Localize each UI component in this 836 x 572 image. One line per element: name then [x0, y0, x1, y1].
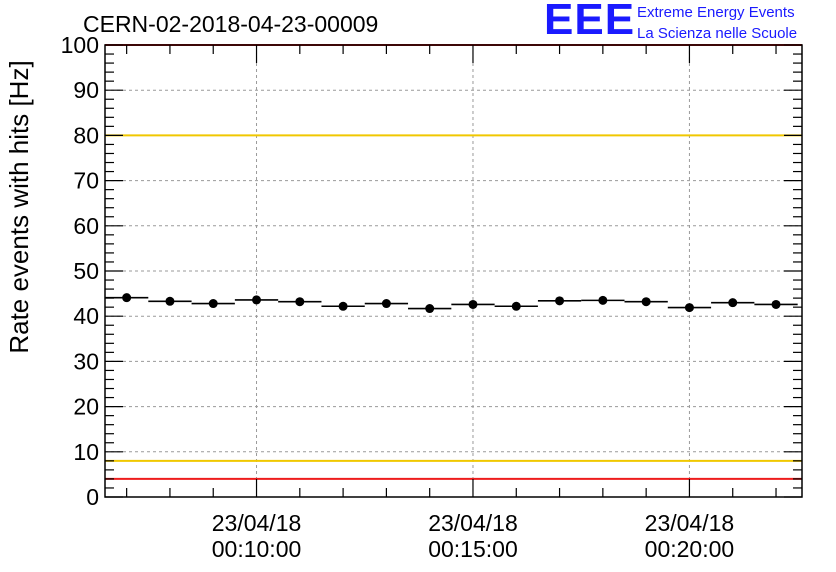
reference-lines — [105, 44, 802, 480]
y-tick-label: 100 — [61, 32, 99, 58]
y-tick-label: 30 — [73, 348, 99, 374]
data-point-marker — [511, 301, 521, 311]
chart-title: CERN-02-2018-04-23-00009 — [83, 11, 378, 37]
data-point — [494, 301, 538, 311]
y-tick-label: 70 — [73, 168, 99, 194]
data-point — [148, 296, 192, 306]
x-tick-label-date: 23/04/18 — [428, 510, 518, 536]
y-tick-label: 80 — [73, 122, 99, 148]
data-point — [581, 295, 625, 305]
data-point-marker — [728, 298, 738, 308]
data-point — [711, 298, 755, 308]
y-tick-label: 20 — [73, 394, 99, 420]
data-point — [191, 299, 235, 309]
data-point-marker — [641, 297, 651, 307]
x-tick-label-time: 00:15:00 — [428, 536, 518, 562]
data-point — [624, 297, 668, 307]
grid-lines — [105, 45, 802, 497]
y-tick-label: 0 — [86, 484, 99, 510]
data-point — [451, 299, 495, 309]
data-point-marker — [771, 299, 781, 309]
data-point — [364, 299, 409, 309]
x-tick-label-date: 23/04/18 — [645, 510, 735, 536]
tick-labels: 010203040506070809010023/04/1800:10:0023… — [61, 32, 735, 562]
data-point-marker — [295, 297, 305, 307]
logo-text-line1: Extreme Energy Events — [637, 4, 795, 21]
data-point — [234, 295, 279, 305]
data-point — [408, 304, 452, 314]
data-point-marker — [684, 303, 694, 313]
x-tick-label-time: 00:10:00 — [212, 536, 302, 562]
data-point-marker — [555, 296, 565, 306]
y-tick-label: 50 — [73, 258, 99, 284]
data-series — [105, 293, 798, 314]
data-point-marker — [338, 301, 348, 311]
data-point-marker — [122, 293, 132, 303]
x-tick-label-time: 00:20:00 — [645, 536, 735, 562]
data-point — [754, 299, 798, 309]
data-point-marker — [208, 299, 218, 309]
logo-text-line2: La Scienza nelle Scuole — [637, 25, 798, 42]
data-point — [278, 297, 322, 307]
y-tick-label: 10 — [73, 439, 99, 465]
data-point-marker — [252, 295, 262, 305]
y-tick-label: 60 — [73, 213, 99, 239]
data-point-marker — [381, 299, 391, 309]
y-tick-label: 90 — [73, 77, 99, 103]
data-point-marker — [165, 296, 175, 306]
y-tick-label: 40 — [73, 303, 99, 329]
data-point — [537, 296, 582, 306]
data-point — [667, 303, 712, 313]
data-point-marker — [598, 295, 608, 305]
data-point — [321, 301, 365, 311]
data-point-marker — [468, 299, 478, 309]
eee-logo: EEE Extreme Energy Events La Scienza nel… — [544, 0, 834, 46]
data-point-marker — [425, 304, 435, 314]
eee-logo-mark: EEE — [544, 0, 636, 44]
axis-ticks — [105, 44, 802, 498]
y-axis-label: Rate events with hits [Hz] — [4, 60, 34, 353]
x-tick-label-date: 23/04/18 — [212, 510, 302, 536]
